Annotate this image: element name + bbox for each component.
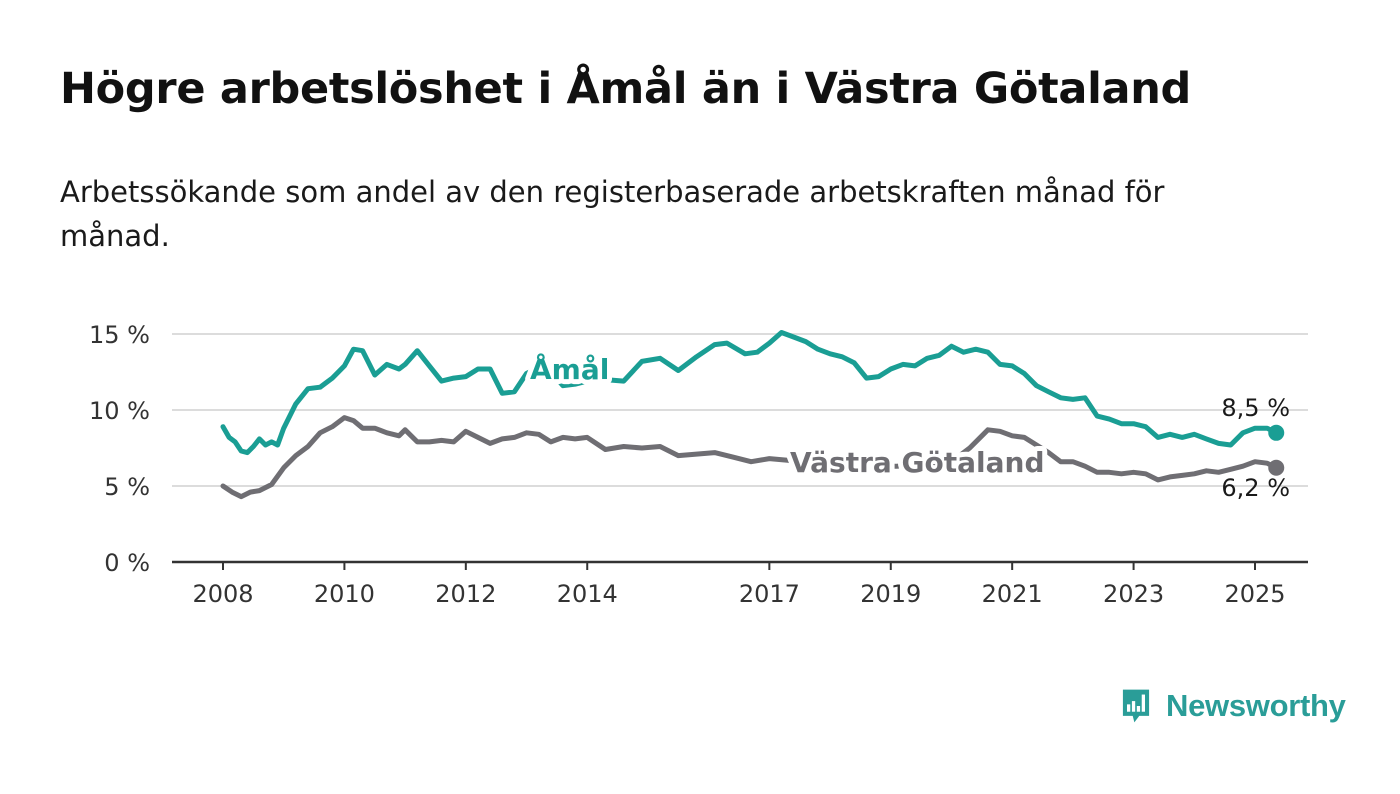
series-end-point [1268,459,1285,476]
x-tick-label: 2012 [435,580,496,608]
x-tick-label: 2023 [1103,580,1164,608]
chart-subtitle: Arbetssökande som andel av den registerb… [60,175,1165,253]
series-end-point [1268,424,1285,441]
line-chart: 0 % 5 % 10 % 15 % 2008 2010 2012 2014 2017 2019 20… [89,321,1308,608]
y-tick-label: 0 % [104,549,150,577]
x-tick-label: 2025 [1224,580,1285,608]
series-label-amal: Åmål [530,352,609,386]
y-tick-label: 10 % [89,397,150,425]
end-value-label-vastra-gotaland: 6,2 % [1221,474,1290,502]
x-tick-label: 2008 [192,580,253,608]
series-label-vastra-gotaland: Västra Götaland [790,446,1045,479]
end-value-label-amal: 8,5 % [1221,394,1290,422]
x-tick-label: 2014 [557,580,618,608]
series-line-0 [220,330,1279,456]
y-tick-label: 15 % [89,321,150,349]
series-lines [220,330,1285,500]
newsworthy-logo: Newsworthy [1118,688,1346,724]
series-line-1 [220,415,1279,500]
series-labels: Åmål Västra Götaland 8,5 % 6,2 % [525,347,1290,502]
x-tick-label: 2010 [314,580,375,608]
x-tick-label: 2019 [860,580,921,608]
y-tick-label: 5 % [104,473,150,501]
chart-title: Högre arbetslöshet i Åmål än i Västra Gö… [60,64,1192,114]
gridlines [172,333,1308,487]
x-tick-label: 2017 [739,580,800,608]
x-tick-label: 2021 [982,580,1043,608]
newsworthy-logo-icon [1122,689,1150,723]
axes: 0 % 5 % 10 % 15 % 2008 2010 2012 2014 2017 2019 20… [89,321,1308,608]
brand-name: Newsworthy [1166,688,1346,723]
